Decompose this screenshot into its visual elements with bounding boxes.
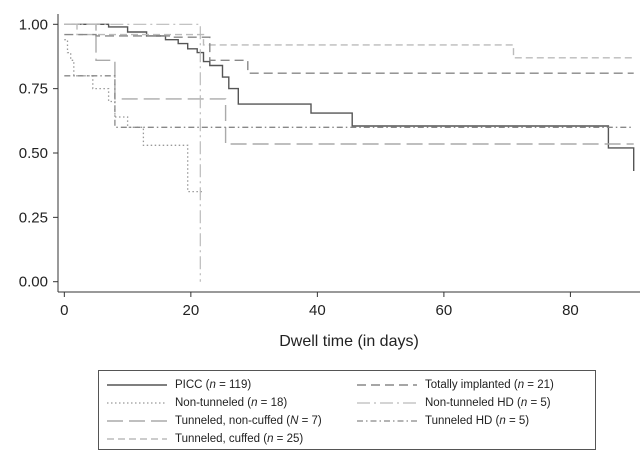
- legend-key-tunneled-cuffed: [107, 438, 167, 440]
- series-line-1: [64, 39, 204, 193]
- x-tick-label: 20: [183, 302, 200, 319]
- legend-key-totally-implanted: [357, 384, 417, 386]
- x-tick-label: 40: [309, 302, 326, 319]
- y-tick-label: 0.25: [19, 209, 48, 226]
- legend-label: Tunneled, cuffed (n = 25): [175, 433, 304, 445]
- legend-item-tunneled-hd: Tunneled HD (n = 5): [357, 412, 529, 430]
- x-tick-label: 60: [436, 302, 453, 319]
- y-tick-label: 0.75: [19, 81, 48, 98]
- legend-label: Non-tunneled HD (n = 5): [425, 397, 551, 409]
- legend-key-tunneled-hd: [357, 420, 417, 422]
- legend-key-non-tunneled: [107, 402, 167, 404]
- y-tick-label: 1.00: [19, 16, 48, 33]
- legend-label: Tunneled HD (n = 5): [425, 415, 530, 427]
- y-tick-label: 0.50: [19, 145, 48, 162]
- legend-key-tunneled-non-cuffed: [107, 420, 167, 422]
- legend-item-non-tunneled-hd: Non-tunneled HD (n = 5): [357, 394, 551, 412]
- x-ticks: 0 20 40 60 80: [60, 292, 579, 319]
- x-tick-label: 0: [60, 302, 68, 319]
- series-line-2: [64, 23, 634, 145]
- x-axis-label: Dwell time (in days): [279, 333, 419, 350]
- series-line-4: [64, 33, 634, 74]
- legend-item-tunneled-non-cuffed: Tunneled, non-cuffed (N = 7): [107, 412, 322, 430]
- series-line-0: [64, 23, 635, 171]
- legend-label: Non-tunneled (n = 18): [175, 397, 288, 409]
- series-line-3: [64, 23, 634, 59]
- y-ticks: 0.00 0.25 0.50 0.75 1.00: [19, 16, 58, 291]
- legend-key-picc: [107, 384, 167, 386]
- legend-label: PICC (n = 119): [175, 379, 252, 391]
- legend-item-totally-implanted: Totally implanted (n = 21): [357, 376, 554, 394]
- legend-label: Totally implanted (n = 21): [425, 379, 554, 391]
- legend-item-tunneled-cuffed: Tunneled, cuffed (n = 25): [107, 430, 303, 448]
- x-tick-label: 80: [562, 302, 579, 319]
- y-tick-label: 0.00: [19, 274, 48, 291]
- legend: PICC (n = 119) Totally implanted (n = 21…: [98, 370, 596, 450]
- plot-lines: [64, 23, 635, 282]
- legend-item-non-tunneled: Non-tunneled (n = 18): [107, 394, 287, 412]
- legend-label: Tunneled, non-cuffed (N = 7): [175, 415, 322, 427]
- series-line-5: [64, 23, 201, 282]
- series-line-6: [64, 75, 634, 128]
- legend-item-picc: PICC (n = 119): [107, 376, 251, 394]
- legend-key-non-tunneled-hd: [357, 402, 417, 404]
